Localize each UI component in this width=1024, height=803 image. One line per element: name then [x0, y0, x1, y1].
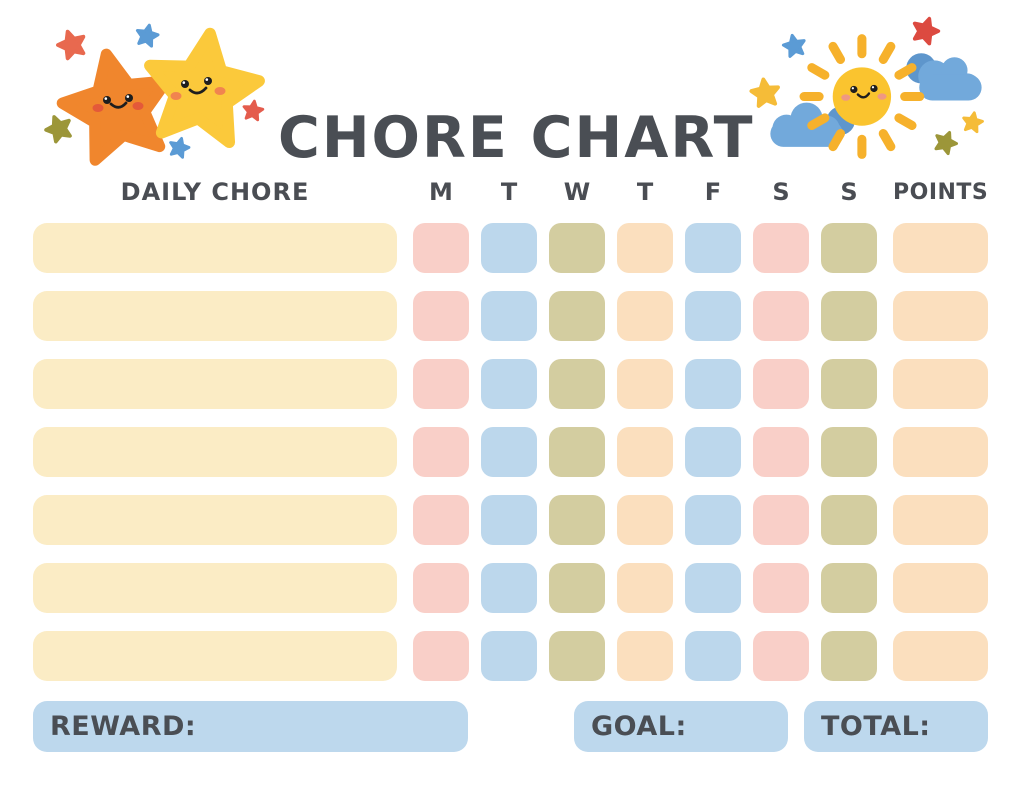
day-cell-t2[interactable]: [481, 223, 537, 273]
points-cell[interactable]: [893, 359, 988, 409]
day-header: M: [429, 178, 453, 206]
two-stars-icon: [30, 18, 280, 170]
day-header: W: [563, 178, 591, 206]
table-row: [33, 359, 988, 409]
day-cell-f5[interactable]: [685, 495, 741, 545]
day-header: T: [636, 178, 654, 206]
day-cell-s7[interactable]: [821, 495, 877, 545]
sun-rays-icon: [799, 34, 925, 159]
table-header: DAILY CHORE M T W T F S S POINTS: [33, 176, 988, 208]
chore-name-cell[interactable]: [33, 291, 397, 341]
day-header: S: [772, 178, 790, 206]
yellow-star-face: [170, 77, 226, 100]
day-cell-w3[interactable]: [549, 291, 605, 341]
day-cell-m1[interactable]: [413, 563, 469, 613]
day-cell-m1[interactable]: [413, 359, 469, 409]
day-cell-m1[interactable]: [413, 291, 469, 341]
points-cell[interactable]: [893, 631, 988, 681]
day-header: T: [500, 178, 518, 206]
points-cell[interactable]: [893, 495, 988, 545]
day-cell-s7[interactable]: [821, 223, 877, 273]
sun-face: [841, 84, 887, 101]
points-header: POINTS: [893, 179, 989, 205]
day-cell-t4[interactable]: [617, 631, 673, 681]
day-header: S: [840, 178, 858, 206]
table-row: [33, 495, 988, 545]
chore-name-cell[interactable]: [33, 427, 397, 477]
day-cell-t4[interactable]: [617, 223, 673, 273]
day-cell-t2[interactable]: [481, 291, 537, 341]
day-cell-t2[interactable]: [481, 495, 537, 545]
day-cell-s6[interactable]: [753, 359, 809, 409]
day-cell-t4[interactable]: [617, 427, 673, 477]
page-title: CHORE CHART: [278, 105, 755, 172]
reward-field[interactable]: REWARD:: [33, 701, 468, 752]
day-cell-w3[interactable]: [549, 427, 605, 477]
cloud-right-icon: [906, 53, 982, 101]
points-cell[interactable]: [893, 223, 988, 273]
total-label: TOTAL:: [821, 711, 931, 742]
day-cell-s7[interactable]: [821, 631, 877, 681]
table-row: [33, 291, 988, 341]
day-cell-f5[interactable]: [685, 427, 741, 477]
day-cell-s6[interactable]: [753, 563, 809, 613]
day-cell-f5[interactable]: [685, 223, 741, 273]
table-row: [33, 563, 988, 613]
day-cell-f5[interactable]: [685, 359, 741, 409]
day-cell-t4[interactable]: [617, 563, 673, 613]
chore-name-cell[interactable]: [33, 495, 397, 545]
day-cell-s7[interactable]: [821, 359, 877, 409]
day-cell-w3[interactable]: [549, 631, 605, 681]
chore-name-cell[interactable]: [33, 223, 397, 273]
day-cell-f5[interactable]: [685, 291, 741, 341]
daily-chore-header: DAILY CHORE: [120, 178, 310, 206]
chore-name-cell[interactable]: [33, 631, 397, 681]
reward-label: REWARD:: [50, 711, 197, 742]
chore-grid: [33, 223, 988, 699]
day-cell-m1[interactable]: [413, 495, 469, 545]
total-field[interactable]: TOTAL:: [804, 701, 988, 752]
day-cell-t2[interactable]: [481, 631, 537, 681]
table-row: [33, 223, 988, 273]
day-cell-s6[interactable]: [753, 291, 809, 341]
day-cell-t4[interactable]: [617, 359, 673, 409]
day-cell-s6[interactable]: [753, 495, 809, 545]
day-cell-t4[interactable]: [617, 495, 673, 545]
day-cell-s6[interactable]: [753, 223, 809, 273]
orange-star-face: [92, 94, 144, 112]
day-cell-s7[interactable]: [821, 563, 877, 613]
sun-clouds-icon: [748, 8, 1010, 174]
day-cell-m1[interactable]: [413, 631, 469, 681]
goal-field[interactable]: GOAL:: [574, 701, 788, 752]
day-cell-s7[interactable]: [821, 427, 877, 477]
day-cell-f5[interactable]: [685, 631, 741, 681]
chore-name-cell[interactable]: [33, 359, 397, 409]
day-header: F: [704, 178, 722, 206]
day-cell-w3[interactable]: [549, 563, 605, 613]
day-cell-t2[interactable]: [481, 563, 537, 613]
day-cell-t2[interactable]: [481, 427, 537, 477]
day-cell-s6[interactable]: [753, 631, 809, 681]
day-cell-t4[interactable]: [617, 291, 673, 341]
day-cell-s6[interactable]: [753, 427, 809, 477]
day-cell-w3[interactable]: [549, 223, 605, 273]
chore-name-cell[interactable]: [33, 563, 397, 613]
day-cell-t2[interactable]: [481, 359, 537, 409]
day-cell-m1[interactable]: [413, 427, 469, 477]
table-row: [33, 631, 988, 681]
goal-label: GOAL:: [591, 711, 687, 742]
day-cell-w3[interactable]: [549, 359, 605, 409]
points-cell[interactable]: [893, 291, 988, 341]
table-row: [33, 427, 988, 477]
points-cell[interactable]: [893, 563, 988, 613]
day-cell-m1[interactable]: [413, 223, 469, 273]
day-cell-s7[interactable]: [821, 291, 877, 341]
day-cell-w3[interactable]: [549, 495, 605, 545]
points-cell[interactable]: [893, 427, 988, 477]
day-cell-f5[interactable]: [685, 563, 741, 613]
